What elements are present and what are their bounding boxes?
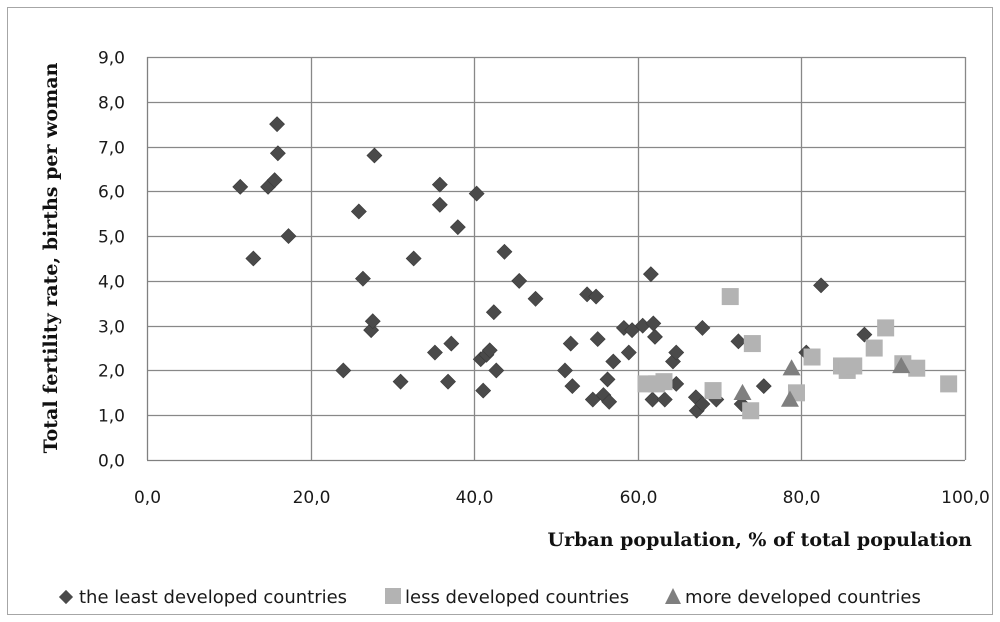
data-point-square [655,373,673,391]
data-point-diamond [485,304,502,321]
y-tick-label: 8,0 [98,94,125,114]
data-point-diamond [427,344,443,361]
data-point-square [845,357,863,375]
data-point-square [940,375,958,393]
tick-labels: 0,0 1,0 2,0 3,0 4,0 5,0 6,0 7,0 8,0 9,0 0,0 20,0 40,… [98,49,990,509]
data-point-diamond [856,326,873,343]
data-point-diamond [730,333,747,350]
data-point-diamond [694,319,711,336]
data-point-diamond [468,185,485,202]
data-point-diamond [644,391,661,408]
legend-label-least-developed: the least developed countries [79,587,347,608]
data-point-triangle [780,390,799,407]
data-point-diamond [232,178,249,195]
data-point-diamond [642,266,659,283]
data-point-diamond [431,176,448,193]
x-tick-label: 100,0 [941,488,990,508]
x-tick-label: 40,0 [456,488,494,508]
data-point-diamond [269,116,285,133]
data-point-triangle [782,359,801,376]
y-tick-label: 3,0 [98,318,125,338]
legend-label-less-developed: less developed countries [405,587,629,608]
legend-label-more-developed: more developed countries [685,587,921,608]
data-point-diamond [813,277,829,294]
data-point-diamond [431,196,448,213]
x-tick-label: 60,0 [620,488,658,508]
data-point-diamond [366,147,383,164]
data-point-diamond [392,373,409,390]
legend-triangle-marker [665,588,681,604]
data-point-diamond [647,328,663,345]
data-point-square [865,339,883,357]
data-point-diamond [755,378,772,395]
data-point-square [721,288,739,306]
legend-square-marker [385,588,401,604]
data-point-diamond [589,331,606,348]
data-point-diamond [557,362,573,379]
data-point-diamond [449,219,466,236]
data-point-diamond [511,272,528,289]
data-point-diamond [656,391,673,408]
data-point-square [908,359,926,377]
legend-item-less-developed: less developed countries [385,587,629,608]
data-point-diamond [601,393,618,410]
y-tick-label: 6,0 [98,183,125,203]
data-point-square [742,402,760,420]
data-point-square [743,335,761,353]
y-tick-label: 1,0 [98,407,125,427]
data-point-diamond [405,250,422,267]
chart-frame [7,7,993,615]
data-point-diamond [266,172,283,189]
data-point-diamond [355,270,371,287]
y-tick-label: 4,0 [98,273,125,293]
gridlines [147,56,967,460]
y-axis-title: Total fertility rate, births per woman [40,62,62,453]
data-point-square [704,382,722,400]
y-tick-label: 9,0 [98,49,125,69]
data-point-diamond [562,335,579,352]
legend-diamond-marker [58,589,74,605]
legend: the least developed countries less devel… [58,587,921,608]
data-point-diamond [481,342,498,359]
data-point-diamond [694,396,711,412]
data-point-triangle [892,356,911,374]
data-point-diamond [599,371,616,388]
x-axis-title: Urban population, % of total population [548,529,973,551]
data-point-diamond [440,373,456,390]
data-point-diamond [269,145,286,162]
legend-item-least-developed: the least developed countries [58,587,347,608]
data-point-square [803,348,821,366]
data-points [232,116,958,420]
data-point-diamond [443,335,460,352]
data-point-diamond [280,228,297,245]
data-point-square [877,319,895,337]
data-point-diamond [564,378,581,395]
data-point-diamond [668,344,685,361]
data-point-diamond [620,344,637,361]
y-tick-label: 5,0 [98,228,125,248]
x-tick-label: 20,0 [293,488,331,508]
data-point-diamond [475,382,492,399]
x-tick-label: 0,0 [134,488,161,508]
data-point-diamond [605,353,622,370]
data-point-triangle [733,383,752,401]
x-tick-label: 80,0 [783,488,821,508]
data-point-diamond [335,362,352,379]
data-point-diamond [496,243,513,260]
data-point-diamond [245,250,262,267]
y-tick-label: 7,0 [98,139,125,159]
data-point-diamond [350,203,367,220]
y-tick-label: 2,0 [98,362,125,382]
legend-item-more-developed: more developed countries [665,587,921,608]
data-point-diamond [488,362,505,379]
axis-lines [146,57,965,462]
data-point-diamond [527,290,544,307]
data-point-diamond [364,313,381,330]
data-point-diamond [588,288,605,305]
y-tick-label: 0,0 [98,452,125,472]
